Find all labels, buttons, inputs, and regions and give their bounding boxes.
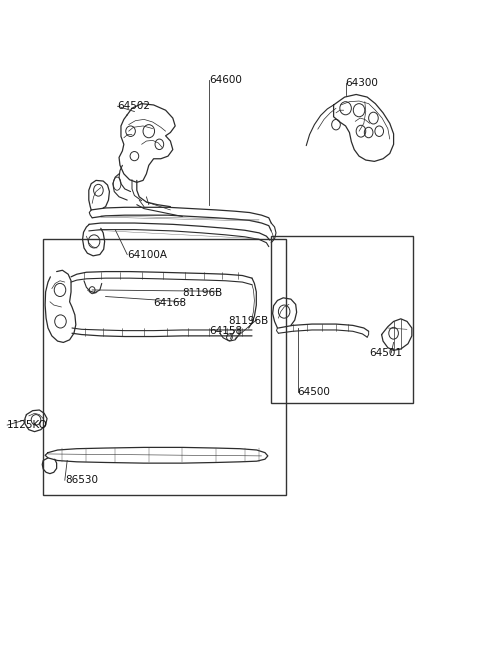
Text: 86530: 86530 (65, 475, 98, 485)
Text: 64502: 64502 (118, 101, 151, 112)
Text: 64500: 64500 (298, 387, 330, 398)
Text: 81196B: 81196B (228, 316, 268, 327)
Bar (43, 239, 286, 495)
Text: 64501: 64501 (370, 348, 403, 358)
Text: 64300: 64300 (346, 78, 378, 89)
Text: 81196B: 81196B (182, 288, 223, 298)
Text: 64158: 64158 (209, 326, 242, 337)
Text: 64100A: 64100A (127, 249, 167, 260)
Text: 1125KO: 1125KO (7, 420, 48, 430)
Text: 64168: 64168 (154, 298, 187, 308)
Bar (271, 236, 413, 403)
Text: 64600: 64600 (209, 75, 241, 85)
